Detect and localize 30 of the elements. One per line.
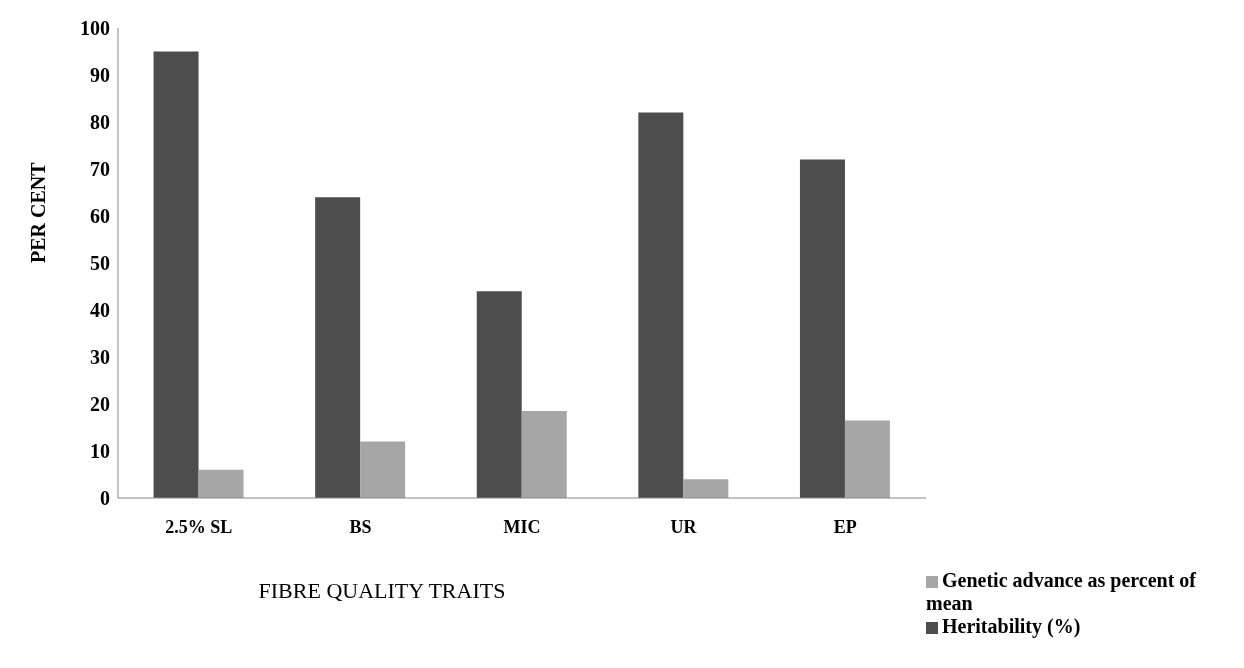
bar: [153, 51, 199, 498]
y-tick-label: 50: [90, 252, 110, 275]
bar: [844, 420, 890, 498]
bar: [683, 479, 729, 498]
y-tick-label: 40: [90, 299, 110, 322]
bar: [638, 112, 684, 498]
y-tick-label: 70: [90, 158, 110, 181]
y-axis-title: PER CENT: [27, 161, 50, 263]
x-tick-label: EP: [833, 516, 857, 537]
legend-label: Heritability (%): [942, 615, 1081, 637]
bar: [476, 291, 522, 498]
x-tick-label: BS: [349, 516, 372, 537]
x-axis-title: FIBRE QUALITY TRAITS: [258, 578, 506, 603]
x-tick-label: MIC: [503, 516, 541, 537]
y-tick-label: 90: [90, 64, 110, 87]
y-tick-label: 0: [100, 487, 110, 510]
bar: [521, 411, 567, 498]
y-tick-label: 60: [90, 205, 110, 228]
legend-label: Genetic advance as percent of mean: [926, 569, 1197, 614]
bar: [360, 441, 406, 498]
y-tick-label: 20: [90, 393, 110, 416]
bar: [198, 469, 244, 498]
y-tick-label: 10: [90, 440, 110, 463]
x-tick-label: 2.5% SL: [165, 516, 233, 537]
y-tick-label: 30: [90, 346, 110, 369]
bar: [315, 197, 361, 498]
y-tick-label: 80: [90, 111, 110, 134]
x-tick-label: UR: [670, 516, 698, 537]
bar: [799, 159, 845, 498]
y-tick-label: 100: [80, 17, 110, 40]
